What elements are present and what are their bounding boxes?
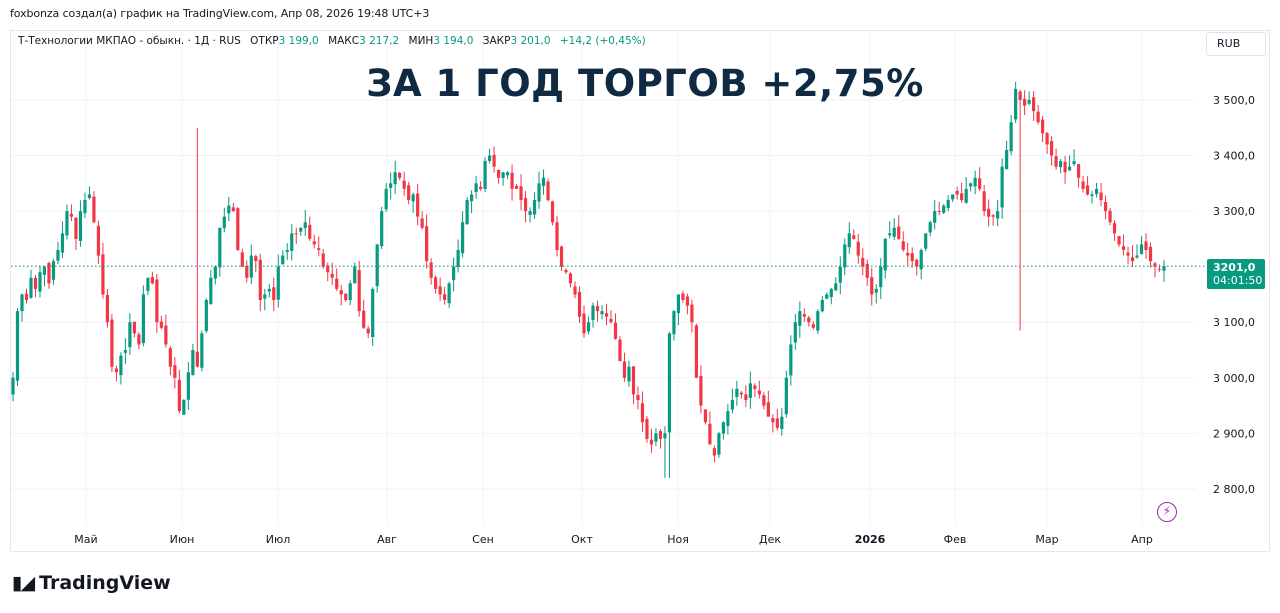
svg-text:Июл: Июл — [266, 533, 291, 546]
bar-countdown: 04:01:50 — [1213, 274, 1263, 287]
lightning-icon[interactable]: ⚡ — [1157, 502, 1177, 522]
svg-text:2 900,0: 2 900,0 — [1213, 427, 1255, 440]
chart-credit: foxbonza создал(а) график на TradingView… — [10, 7, 430, 20]
svg-text:2026: 2026 — [855, 533, 886, 546]
svg-text:Май: Май — [74, 533, 97, 546]
change-value: +14,2 (+0,45%) — [559, 35, 646, 47]
svg-text:3 100,0: 3 100,0 — [1213, 316, 1255, 329]
low-value: 3 194,0 — [433, 35, 474, 47]
symbol-legend: Т-Технологии МКПАО - обыкн. · 1Д · RUS О… — [18, 35, 646, 47]
candles — [11, 81, 1166, 478]
svg-text:3 400,0: 3 400,0 — [1213, 150, 1255, 163]
svg-text:Сен: Сен — [472, 533, 494, 546]
close-value: 3 201,0 — [510, 35, 551, 47]
chart-frame[interactable] — [10, 30, 1270, 552]
time-axis[interactable]: Май Июн Июл Авг Сен Окт Ноя Дек 2026 Фев Мар Апр — [74, 533, 1153, 546]
high-value: 3 217,2 — [359, 35, 400, 47]
svg-text:Дек: Дек — [759, 533, 781, 546]
svg-text:Авг: Авг — [377, 533, 397, 546]
svg-text:Июн: Июн — [170, 533, 195, 546]
svg-text:3 000,0: 3 000,0 — [1213, 372, 1255, 385]
svg-text:Окт: Окт — [571, 533, 593, 546]
svg-text:2 800,0: 2 800,0 — [1213, 483, 1255, 496]
close-label: ЗАКР — [482, 35, 511, 47]
low-label: МИН — [408, 35, 434, 47]
last-price-value: 3201,0 — [1213, 261, 1256, 274]
logo-text: TradingView — [39, 572, 171, 594]
instrument-name[interactable]: Т-Технологии МКПАО - обыкн. · 1Д · RUS — [18, 35, 241, 47]
svg-text:Апр: Апр — [1131, 533, 1153, 546]
chart-headline: ЗА 1 ГОД ТОРГОВ +2,75% — [366, 62, 924, 105]
price-axis[interactable]: 3 500,0 3 400,0 3 300,0 3 100,0 3 000,0 2 900… — [1213, 94, 1255, 496]
open-label: ОТКР — [250, 35, 279, 47]
tv-logo-icon: ▮◢ — [12, 572, 35, 594]
tradingview-logo[interactable]: ▮◢ TradingView — [12, 572, 171, 594]
svg-text:Ноя: Ноя — [667, 533, 689, 546]
high-label: МАКС — [328, 35, 360, 47]
grid-lines — [11, 31, 1196, 525]
svg-text:3 300,0: 3 300,0 — [1213, 205, 1255, 218]
svg-text:Фев: Фев — [944, 533, 967, 546]
open-value: 3 199,0 — [278, 35, 319, 47]
svg-text:Мар: Мар — [1035, 533, 1058, 546]
currency-button[interactable]: RUB — [1206, 32, 1266, 56]
svg-text:3 500,0: 3 500,0 — [1213, 94, 1255, 107]
last-price-tag: 3201,0 04:01:50 — [1207, 259, 1265, 289]
